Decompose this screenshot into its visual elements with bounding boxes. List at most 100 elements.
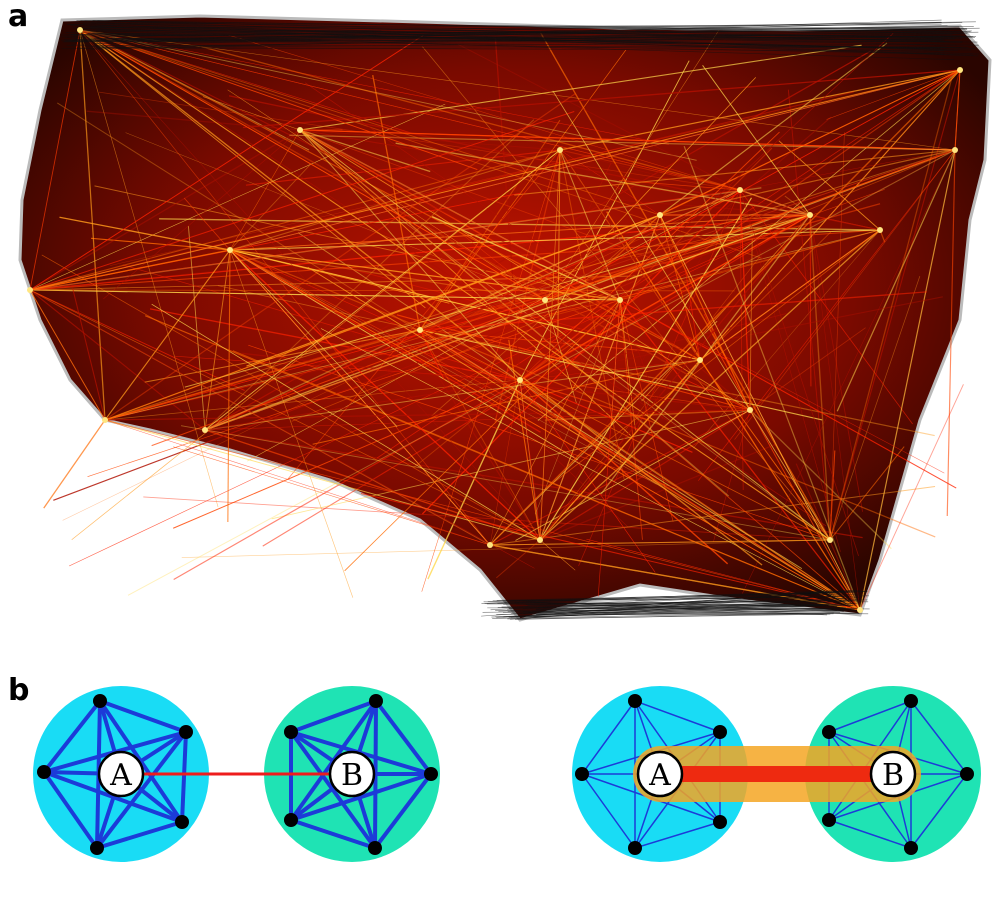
network-edge	[79, 29, 106, 421]
network-hub	[77, 27, 83, 33]
network-edge	[487, 590, 867, 602]
community-edge	[910, 773, 968, 849]
network-edge	[299, 129, 632, 436]
network-edge	[79, 25, 948, 43]
network-edge	[151, 303, 541, 541]
network-edge	[519, 299, 621, 381]
network-edge	[29, 289, 206, 431]
network-hub	[297, 127, 303, 133]
network-edge	[502, 612, 834, 615]
network-edge	[29, 289, 535, 569]
network-hub	[807, 212, 813, 218]
network-edge	[501, 299, 621, 389]
network-edge	[712, 341, 861, 611]
network-edge	[229, 249, 398, 427]
network-edge	[496, 539, 541, 579]
left-figure: A B	[33, 686, 440, 862]
network-edge	[229, 214, 811, 251]
network-edge	[104, 419, 491, 546]
network-edge	[749, 239, 753, 411]
network-hub	[827, 537, 833, 543]
network-edge	[519, 60, 690, 381]
network-edge	[421, 189, 741, 515]
network-edge	[344, 299, 621, 572]
network-edge	[539, 229, 881, 541]
network-edge	[549, 229, 881, 317]
network-edge	[149, 308, 521, 381]
network-edge	[535, 594, 850, 616]
network-edge	[829, 446, 905, 541]
network-edge	[99, 91, 741, 191]
network-edge	[79, 29, 478, 170]
network-edge	[204, 149, 956, 431]
community-node	[822, 725, 836, 739]
network-edge	[539, 197, 752, 541]
network-edge	[271, 409, 751, 520]
network-edge	[501, 606, 870, 610]
network-edge	[539, 443, 776, 541]
node-b-circle	[328, 750, 376, 798]
network-edge	[419, 49, 627, 331]
network-edge	[29, 289, 735, 292]
network-edge	[489, 379, 521, 546]
network-edge	[742, 149, 956, 594]
network-edge	[104, 92, 576, 421]
network-edge	[79, 29, 763, 566]
network-edge	[396, 216, 831, 541]
network-edge	[534, 299, 621, 515]
network-edge	[104, 379, 521, 421]
network-edge	[204, 379, 521, 431]
network-hub	[487, 542, 493, 548]
network-edge	[570, 384, 751, 411]
network-edge	[29, 149, 561, 291]
network-edge	[287, 149, 561, 480]
network-edge	[299, 129, 431, 173]
network-edge	[289, 134, 956, 151]
community-b-nodes	[284, 694, 438, 855]
network-edge	[59, 216, 231, 251]
network-edge	[299, 129, 956, 151]
network-edge	[519, 296, 943, 381]
network-edge	[79, 29, 751, 411]
network-edge	[79, 29, 621, 301]
network-edge	[204, 189, 741, 431]
network-edge	[104, 419, 541, 541]
network-edge	[578, 189, 741, 567]
network-edge	[29, 289, 621, 301]
network-edge	[98, 24, 942, 29]
network-edge	[29, 111, 575, 291]
network-edge	[419, 149, 956, 331]
network-edge	[600, 214, 811, 495]
network-edge	[229, 249, 676, 362]
network-hub	[102, 417, 108, 423]
network-edge	[715, 214, 811, 225]
network-edge	[419, 329, 629, 528]
network-edge	[29, 289, 106, 421]
community-node	[284, 813, 298, 827]
network-edge	[544, 77, 757, 301]
community-edge	[290, 699, 377, 734]
community-edge	[910, 700, 968, 775]
network-edge	[859, 149, 956, 611]
network-edge	[539, 214, 811, 541]
network-edge	[431, 214, 661, 417]
network-hub	[737, 187, 743, 193]
network-edge	[519, 131, 780, 381]
network-edge	[204, 359, 701, 431]
network-edge	[829, 276, 921, 541]
network-edge	[619, 299, 751, 411]
network-edge	[227, 89, 546, 301]
network-hub	[747, 407, 753, 413]
network-edge	[591, 214, 661, 281]
network-edge	[79, 29, 106, 421]
network-edge	[419, 329, 831, 541]
network-hub	[417, 327, 423, 333]
network-edge	[229, 249, 546, 301]
network-edge	[512, 214, 811, 284]
network-edge	[62, 38, 956, 43]
network-edge	[96, 47, 945, 52]
network-edge	[312, 359, 701, 445]
network-edge	[151, 149, 956, 447]
network-edge	[659, 42, 888, 216]
network-edge	[519, 233, 676, 381]
